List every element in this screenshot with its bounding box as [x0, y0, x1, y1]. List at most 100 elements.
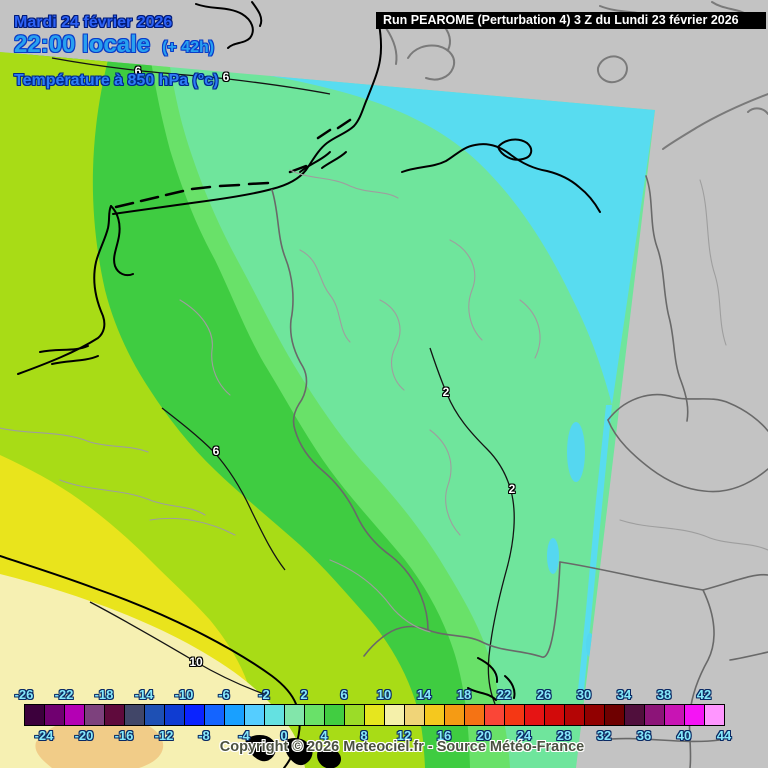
scale-tick-label: -12	[154, 728, 174, 743]
scale-tick-label: 4	[320, 728, 328, 743]
scale-tick-label: 38	[656, 687, 672, 702]
isotherm-label-10: 10	[189, 655, 203, 669]
ijsselmeer	[110, 205, 134, 277]
scale-tick-label: -4	[238, 728, 250, 743]
scale-tick-label: 0	[280, 728, 288, 743]
scale-cell--26--24	[25, 705, 45, 725]
czech-border-north	[607, 393, 768, 432]
baltic-coast	[401, 143, 601, 213]
variable-header: Température à 850 hPa (°c)	[14, 72, 219, 89]
austria-czech-border	[559, 561, 768, 591]
valid-time-label: 22:00 locale	[14, 31, 151, 58]
scale-tick-label: -14	[134, 687, 154, 702]
scale-tick-label: 22	[496, 687, 512, 702]
scale-cell-12-14	[405, 705, 425, 725]
austria-east-border	[688, 589, 715, 768]
scale-tick-label: -26	[14, 687, 34, 702]
scale-tick-label: 42	[696, 687, 712, 702]
england-coast-2	[251, 1, 263, 27]
scale-tick-label: 24	[516, 728, 532, 743]
scale-cell--18--16	[105, 705, 125, 725]
scale-tick-label: 10	[376, 687, 392, 702]
border-stub-southeast	[599, 737, 721, 743]
cold-patches	[547, 422, 594, 657]
wadden-islands	[114, 118, 352, 209]
border-stub-east	[729, 651, 768, 661]
date-header: Mardi 24 février 2026	[14, 14, 173, 31]
scale-cell-28-30	[565, 705, 585, 725]
isotherm-label-2: 2	[442, 385, 450, 399]
scale-cell--24--22	[45, 705, 65, 725]
scale-cell-6-8	[345, 705, 365, 725]
scale-tick-label: 40	[676, 728, 692, 743]
baltic-islet	[747, 107, 768, 115]
oder-border	[645, 175, 689, 422]
frisian-mainland-coast	[112, 23, 383, 215]
scale-cell-2-4	[305, 705, 325, 725]
isotherm-label-6: 6	[212, 444, 220, 458]
model-run-banner: Run PEAROME (Perturbation 4) 3 Z du Lund…	[376, 12, 766, 29]
isotherm-lines	[51, 57, 515, 705]
scale-tick-label: 36	[636, 728, 652, 743]
valid-time-header: 22:00 locale (+ 42h)	[14, 31, 214, 59]
alpine-coast-bits	[467, 657, 516, 701]
regional-borders	[0, 169, 768, 633]
scale-tick-label: 14	[416, 687, 432, 702]
germany-west-border	[271, 189, 429, 631]
scale-tick-label: 16	[436, 728, 452, 743]
copyright-notice: Copyright © 2026 Meteociel.fr - Source M…	[219, 739, 585, 755]
scale-tick-label: 34	[616, 687, 632, 702]
scale-tick-label: 18	[456, 687, 472, 702]
isotherm-2c-east	[429, 347, 515, 705]
ruegen-island	[496, 138, 533, 161]
scale-cell-38-40	[665, 705, 685, 725]
scale-cell--4--2	[245, 705, 265, 725]
czech-border-south	[607, 419, 768, 493]
scale-tick-label: -10	[174, 687, 194, 702]
scale-tick-label: -24	[34, 728, 54, 743]
scale-cell--10--8	[185, 705, 205, 725]
color-scale-bar	[24, 704, 725, 726]
austria-north-border	[427, 561, 561, 658]
zeeland-estuaries	[39, 345, 99, 365]
scale-cell-22-24	[505, 705, 525, 725]
coastlines	[0, 1, 601, 768]
scale-tick-label: 2	[300, 687, 308, 702]
scale-cell-34-36	[625, 705, 645, 725]
elbe-estuary	[299, 151, 347, 173]
scale-cell-30-32	[585, 705, 605, 725]
band-minus2-0c-edge-sliver	[577, 405, 612, 700]
scale-tick-label: 32	[596, 728, 612, 743]
scale-tick-label: 6	[340, 687, 348, 702]
scale-tick-label: -18	[94, 687, 114, 702]
scale-tick-label: -20	[74, 728, 94, 743]
scale-cell--2-0	[265, 705, 285, 725]
band-12-14c	[35, 715, 164, 768]
scale-tick-label: -2	[258, 687, 270, 702]
scale-tick-label: 12	[396, 728, 412, 743]
isotherm-label-6: 6	[222, 70, 230, 84]
scale-cell--16--14	[125, 705, 145, 725]
scale-cell-20-22	[485, 705, 505, 725]
isotherm-6c-west	[161, 407, 286, 571]
scale-cell-36-38	[645, 705, 665, 725]
scale-cell-16-18	[445, 705, 465, 725]
scale-tick-label: -22	[54, 687, 74, 702]
scale-cell-10-12	[385, 705, 405, 725]
scale-cell-32-34	[605, 705, 625, 725]
scale-cell--22--20	[65, 705, 85, 725]
forecast-offset-label: (+ 42h)	[162, 39, 215, 56]
scale-cell-18-20	[465, 705, 485, 725]
scale-cell-40-42	[685, 705, 705, 725]
scale-cell--20--18	[85, 705, 105, 725]
scale-cell-14-16	[425, 705, 445, 725]
isotherm-label-6: 6	[134, 64, 142, 78]
isotherm-6c-north	[51, 57, 331, 95]
scale-cell-4-6	[325, 705, 345, 725]
scale-cell--12--10	[165, 705, 185, 725]
scale-tick-label: 28	[556, 728, 572, 743]
scale-tick-label: -16	[114, 728, 134, 743]
scale-tick-label: 26	[536, 687, 552, 702]
scale-cell-24-26	[525, 705, 545, 725]
